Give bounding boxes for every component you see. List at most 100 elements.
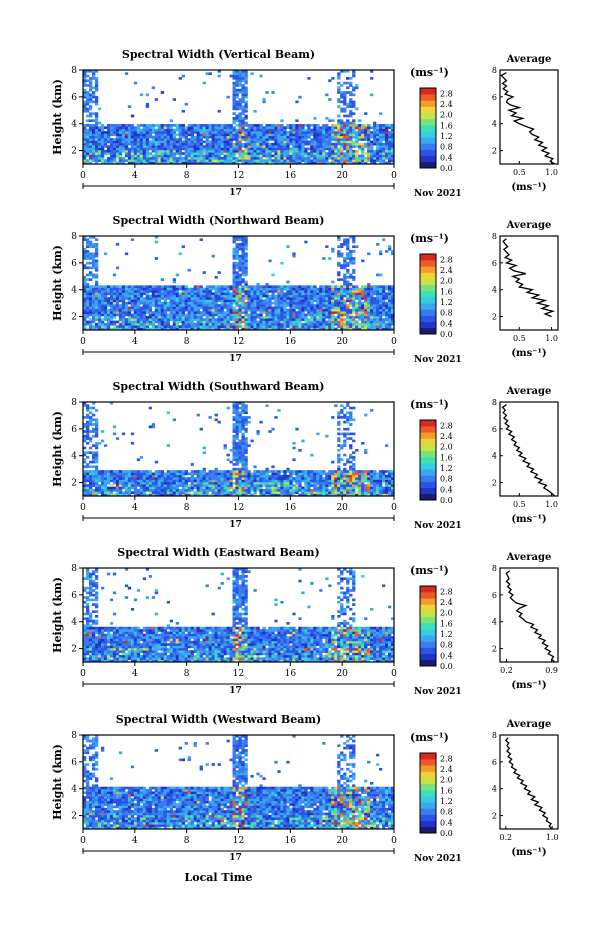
heatmap-cell	[358, 124, 361, 127]
heatmap-cell	[206, 484, 209, 487]
heatmap-cell	[244, 72, 247, 75]
heatmap-cell	[92, 414, 95, 417]
heatmap-cell	[388, 304, 391, 307]
heatmap-cell	[146, 157, 149, 160]
heatmap-cell	[295, 292, 298, 295]
heatmap-cell	[95, 484, 98, 487]
heatmap-cell	[277, 316, 280, 319]
heatmap-cell	[233, 143, 236, 146]
heatmap-cell	[343, 241, 346, 244]
heatmap-cell	[256, 302, 259, 305]
heatmap-cell	[239, 257, 242, 260]
heatmap-cell	[337, 299, 340, 302]
heatmap-cell	[277, 133, 280, 136]
heatmap-cell	[289, 133, 292, 136]
heatmap-cell	[209, 323, 212, 326]
heatmap-cell	[268, 285, 271, 288]
heatmap-cell	[206, 323, 209, 326]
heatmap-cell	[146, 105, 149, 108]
heatmap-cell	[167, 470, 170, 473]
heatmap-cell	[125, 480, 128, 483]
heatmap-cell	[137, 295, 140, 298]
heatmap-cell	[379, 292, 382, 295]
heatmap-cell	[241, 157, 244, 160]
heatmap-cell	[89, 98, 92, 101]
heatmap-cell	[343, 138, 346, 141]
heatmap-cell	[301, 159, 304, 162]
heatmap-cell	[185, 307, 188, 310]
heatmap-cell	[119, 292, 122, 295]
heatmap-cell	[277, 159, 280, 162]
heatmap-cell	[304, 325, 307, 328]
heatmap-cell	[370, 148, 373, 151]
heatmap-cell	[236, 283, 239, 286]
colorbar: (ms⁻¹)0.00.40.81.21.62.02.42.8	[410, 66, 453, 173]
heatmap-cell	[382, 124, 385, 127]
heatmap-cell	[289, 285, 292, 288]
heatmap-cell	[164, 482, 167, 485]
heatmap-cell	[259, 143, 262, 146]
heatmap-cell	[149, 482, 152, 485]
heatmap-cell	[227, 323, 230, 326]
heatmap-cell	[244, 304, 247, 307]
heatmap-cell	[107, 302, 110, 305]
heatmap-cell	[253, 323, 256, 326]
heatmap-cell	[230, 482, 233, 485]
heatmap-cell	[227, 152, 230, 155]
heatmap-cell	[262, 148, 265, 151]
heatmap-cell	[241, 316, 244, 319]
heatmap-cell	[185, 299, 188, 302]
heatmap-cell	[352, 318, 355, 321]
heatmap-cell	[250, 159, 253, 162]
heatmap-cell	[233, 72, 236, 75]
heatmap-cell	[227, 477, 230, 480]
profile-y-tick-label: 2	[492, 313, 497, 322]
heatmap-cell	[239, 489, 242, 492]
heatmap-cell	[331, 302, 334, 305]
heatmap-cell	[337, 136, 340, 139]
heatmap-cell	[358, 129, 361, 132]
heatmap-cell	[343, 274, 346, 277]
heatmap-cell	[206, 480, 209, 483]
heatmap-cell	[361, 304, 364, 307]
x-tick-label: 12	[233, 337, 244, 347]
heatmap-cell	[128, 325, 131, 328]
heatmap-cell	[194, 288, 197, 291]
heatmap-cell	[155, 148, 158, 151]
heatmap-cell	[224, 304, 227, 307]
heatmap-cell	[137, 136, 140, 139]
heatmap-cell	[209, 133, 212, 136]
heatmap-cell	[218, 477, 221, 480]
heatmap-cell	[370, 77, 373, 80]
heatmap-cell	[182, 136, 185, 139]
heatmap-cell	[346, 307, 349, 310]
heatmap-cell	[185, 143, 188, 146]
heatmap-cell	[140, 157, 143, 160]
heatmap-cell	[331, 119, 334, 122]
heatmap-cell	[349, 136, 352, 139]
heatmap-cell	[274, 318, 277, 321]
heatmap-cell	[95, 138, 98, 141]
heatmap-cell	[346, 122, 349, 125]
heatmap-cell	[310, 295, 313, 298]
y-axis-label: Height (km)	[51, 245, 64, 321]
heatmap-cell	[104, 325, 107, 328]
heatmap-cell	[358, 145, 361, 148]
heatmap-cell	[134, 477, 137, 480]
heatmap-cell	[110, 288, 113, 291]
heatmap-cell	[244, 136, 247, 139]
heatmap-cell	[191, 463, 194, 466]
heatmap-cell	[176, 157, 179, 160]
heatmap-cell	[343, 257, 346, 260]
heatmap-cell	[119, 307, 122, 310]
heatmap-cell	[194, 307, 197, 310]
heatmap-cell	[203, 309, 206, 312]
heatmap-cell	[346, 269, 349, 272]
heatmap-cell	[95, 250, 98, 253]
heatmap-cell	[325, 117, 328, 120]
heatmap-cell	[295, 141, 298, 144]
heatmap-cell	[230, 136, 233, 139]
profile-x-tick-label: 0.5	[513, 334, 526, 343]
heatmap-cell	[203, 314, 206, 317]
heatmap-cell	[259, 290, 262, 293]
